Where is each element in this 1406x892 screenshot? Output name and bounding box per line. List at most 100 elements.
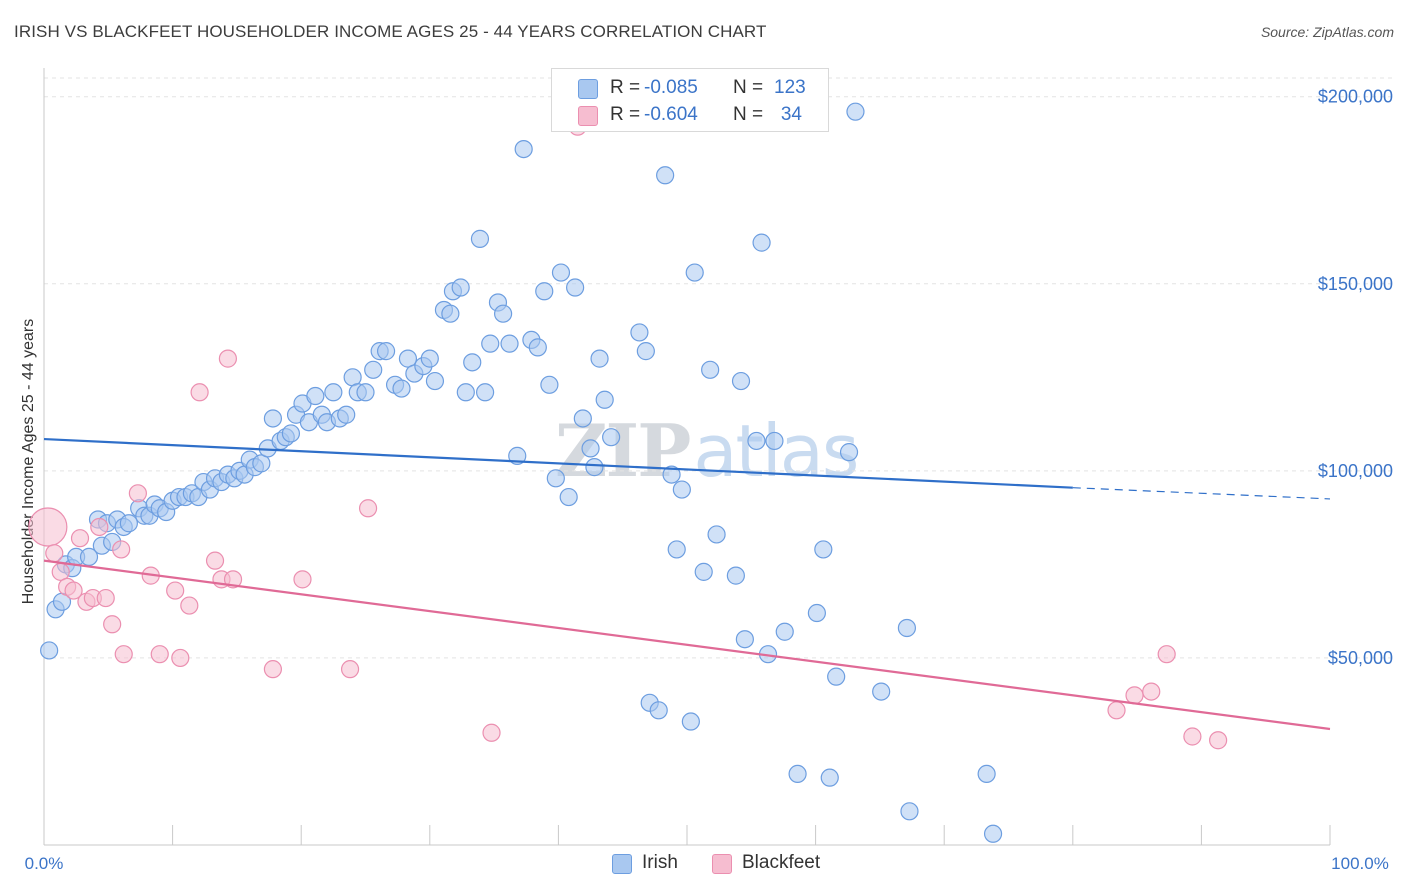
blackfeet-point (1157, 645, 1176, 664)
irish-point (846, 102, 865, 121)
irish-point (566, 278, 585, 297)
blackfeet-point (340, 660, 360, 679)
blackfeet-point (45, 544, 64, 563)
blackfeet-point (128, 484, 147, 503)
blackfeet-point (190, 383, 209, 402)
blackfeet-point (166, 581, 185, 600)
blackfeet-point (1142, 682, 1161, 701)
n-value: 123 (774, 77, 806, 98)
legend-label-blackfeet: Blackfeet (742, 852, 821, 873)
irish-point (820, 768, 839, 787)
irish-point (475, 383, 495, 402)
blackfeet-point (205, 551, 225, 570)
irish-point (306, 386, 325, 406)
irish-point (827, 667, 846, 686)
irish-point (494, 304, 513, 323)
blackfeet-trend-line (43, 559, 1331, 731)
x-tick-label: 0.0% (25, 854, 64, 873)
legend-label-irish: Irish (642, 852, 678, 873)
irish-point (765, 431, 784, 451)
irish-point (672, 480, 691, 499)
irish-point (252, 454, 271, 473)
blackfeet-point (90, 517, 109, 537)
irish-point (441, 304, 460, 323)
irish-point (649, 701, 668, 720)
blackfeet-point (293, 570, 312, 589)
irish-point (667, 540, 686, 559)
n-value: 34 (780, 104, 802, 125)
irish-point (701, 360, 720, 379)
irish-point (662, 465, 681, 484)
y-tick-label: $50,000 (1328, 648, 1393, 668)
r-value: -0.604 (644, 104, 698, 125)
irish-point (551, 263, 571, 282)
irish-point (425, 371, 445, 391)
watermark-atlas: atlas (693, 409, 859, 493)
blackfeet-point (64, 581, 83, 600)
irish-point (900, 802, 919, 821)
irish-swatch (578, 79, 598, 99)
irish-point (79, 547, 99, 567)
irish-point (364, 360, 383, 379)
r-label: R = (610, 77, 641, 98)
irish-point (514, 139, 533, 159)
irish-point (630, 323, 649, 342)
blackfeet-point (1125, 686, 1144, 705)
irish-point (707, 525, 726, 544)
irish-point (752, 233, 771, 252)
blackfeet-swatch (712, 854, 732, 874)
irish-point (420, 349, 439, 368)
source-label: Source: ZipAtlas.com (1260, 24, 1394, 40)
y-tick-label: $100,000 (1318, 461, 1393, 481)
irish-point (814, 540, 833, 559)
irish-point (470, 229, 490, 248)
irish-point (40, 641, 59, 660)
irish-point (356, 383, 375, 402)
irish-point (581, 439, 600, 458)
irish-point (726, 566, 745, 585)
irish-point (788, 764, 807, 784)
n-label: N = (733, 104, 764, 125)
blackfeet-point (223, 570, 243, 589)
blackfeet-point (1107, 701, 1126, 720)
irish-point (546, 469, 565, 488)
irish-point (263, 409, 283, 428)
irish-point (281, 424, 301, 443)
blackfeet-swatch (578, 106, 598, 126)
irish-point (585, 458, 604, 477)
y-axis-title: Householder Income Ages 25 - 44 years (20, 319, 37, 605)
irish-point (376, 342, 396, 361)
irish-point (451, 278, 470, 297)
blackfeet-point (96, 588, 115, 608)
irish-point (573, 409, 592, 428)
irish-point (337, 405, 356, 424)
irish-point (681, 712, 700, 731)
blackfeet-point (171, 648, 190, 668)
irish-swatch (612, 854, 632, 874)
blackfeet-point (103, 615, 122, 634)
irish-point (456, 383, 475, 402)
blackfeet-point (1209, 731, 1228, 750)
blackfeet-point (180, 596, 199, 615)
irish-point (559, 487, 578, 507)
blackfeet-point (358, 499, 378, 518)
irish-point (977, 764, 996, 784)
blackfeet-point (28, 507, 68, 547)
x-tick-label: 100.0% (1331, 854, 1389, 873)
irish-point (983, 824, 1003, 843)
blackfeet-point (218, 349, 237, 368)
irish-point (535, 282, 554, 301)
irish-point (747, 431, 766, 451)
irish-point (694, 562, 713, 581)
stats-row-blackfeet: R = -0.604 N = 34 (552, 102, 828, 128)
irish-point (398, 349, 418, 368)
irish-point (807, 603, 826, 623)
stats-legend: R = -0.085 N = 123 R = -0.604 N = 34 (551, 68, 829, 132)
blackfeet-point (150, 645, 169, 664)
blackfeet-point (112, 540, 131, 559)
blackfeet-point (114, 645, 133, 664)
irish-point (602, 428, 621, 447)
r-value: -0.085 (644, 77, 698, 98)
irish-point (839, 443, 859, 462)
